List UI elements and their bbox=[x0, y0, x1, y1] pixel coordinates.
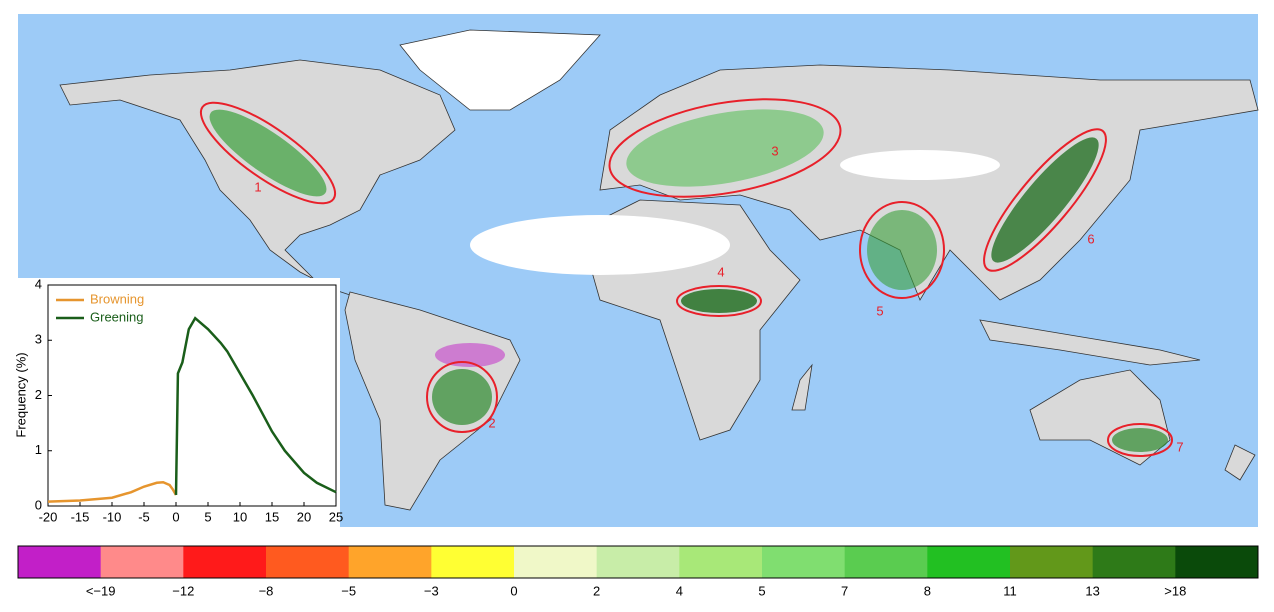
green-patch bbox=[432, 369, 492, 425]
x-tick-label: 5 bbox=[204, 509, 211, 524]
y-tick-label: 3 bbox=[35, 332, 42, 347]
colorbar-swatch bbox=[514, 546, 598, 578]
green-patch bbox=[867, 210, 937, 290]
x-tick-label: 25 bbox=[329, 509, 343, 524]
colorbar-swatch bbox=[1175, 546, 1259, 578]
colorbar-label: >18 bbox=[1164, 583, 1186, 598]
indonesia bbox=[979, 319, 1201, 366]
colorbar-label: −8 bbox=[259, 583, 274, 598]
vegetation bbox=[209, 109, 1168, 452]
region-outline bbox=[983, 128, 1107, 272]
colorbar-swatch bbox=[100, 546, 184, 578]
colorbar-swatch bbox=[1010, 546, 1094, 578]
colorbar-swatch bbox=[679, 546, 763, 578]
greenland bbox=[399, 29, 601, 111]
region-outline bbox=[199, 101, 337, 205]
line bbox=[174, 316, 337, 495]
green-patch bbox=[1112, 428, 1168, 452]
colorbar-label: −12 bbox=[172, 583, 194, 598]
region-label: 1 bbox=[254, 179, 261, 194]
x-tick-label: -20 bbox=[39, 509, 58, 524]
x-tick-label: -15 bbox=[71, 509, 90, 524]
y-tick-label: 0 bbox=[35, 497, 42, 512]
colorbar-label: 2 bbox=[593, 583, 600, 598]
region-outline bbox=[1107, 423, 1173, 457]
x-tick-label: 15 bbox=[265, 509, 279, 524]
colorbar-frame bbox=[17, 545, 1259, 579]
region-label: 4 bbox=[717, 264, 724, 279]
colorbar-swatch bbox=[431, 546, 515, 578]
region-label: 7 bbox=[1176, 439, 1183, 454]
colorbar-label: 11 bbox=[1003, 583, 1017, 598]
colorbar-label: −3 bbox=[424, 583, 439, 598]
sahara bbox=[470, 215, 730, 275]
y-tick-label: 2 bbox=[35, 387, 42, 402]
colorbar-label: 4 bbox=[676, 583, 683, 598]
x-tick-label: 0 bbox=[172, 509, 179, 524]
colorbar-swatch bbox=[1092, 546, 1176, 578]
region-label: 5 bbox=[876, 303, 883, 318]
region-outline bbox=[859, 201, 945, 299]
new-zealand bbox=[1224, 444, 1256, 481]
colorbar-label: 5 bbox=[758, 583, 765, 598]
region-label: 6 bbox=[1087, 231, 1094, 246]
green-patch bbox=[209, 109, 327, 197]
colorbar-swatch bbox=[844, 546, 928, 578]
legend-label: Browning bbox=[90, 291, 144, 306]
region-label: 2 bbox=[488, 415, 495, 430]
colorbar-swatch bbox=[596, 546, 680, 578]
colorbar-label: −5 bbox=[341, 583, 356, 598]
colorbar-swatch bbox=[927, 546, 1011, 578]
legend-label: Greening bbox=[90, 309, 143, 324]
x-tick-label: -5 bbox=[138, 509, 150, 524]
region-outline bbox=[676, 285, 762, 317]
green-patch bbox=[626, 109, 824, 187]
colorbar-swatch bbox=[183, 546, 267, 578]
north-america bbox=[59, 59, 456, 296]
gobi bbox=[840, 150, 1000, 180]
y-tick-label: 1 bbox=[35, 442, 42, 457]
colorbar-swatch bbox=[18, 546, 102, 578]
region-outline bbox=[426, 361, 498, 433]
regions: 1 2 3 4 5 6 7 bbox=[199, 98, 1184, 457]
y-axis-label: Frequency (%) bbox=[13, 352, 28, 437]
region-outline bbox=[608, 98, 842, 198]
colorbar-swatch bbox=[762, 546, 846, 578]
region-label: 3 bbox=[771, 143, 778, 158]
browning-patch bbox=[435, 343, 505, 367]
colorbar-swatch bbox=[266, 546, 350, 578]
colorbar-label: <−19 bbox=[86, 583, 116, 598]
y-tick-label: 4 bbox=[35, 276, 42, 291]
x-tick-label: -10 bbox=[103, 509, 122, 524]
colorbar-label: 0 bbox=[510, 583, 517, 598]
colorbar-label: 8 bbox=[924, 583, 931, 598]
green-patch bbox=[681, 289, 757, 313]
x-tick-label: 20 bbox=[297, 509, 311, 524]
line bbox=[47, 480, 178, 503]
colorbar-label: 13 bbox=[1085, 583, 1099, 598]
x-tick-label: 10 bbox=[233, 509, 247, 524]
colorbar-label: 7 bbox=[841, 583, 848, 598]
colorbar-swatch bbox=[348, 546, 432, 578]
madagascar bbox=[791, 363, 813, 411]
green-patch bbox=[991, 137, 1099, 263]
